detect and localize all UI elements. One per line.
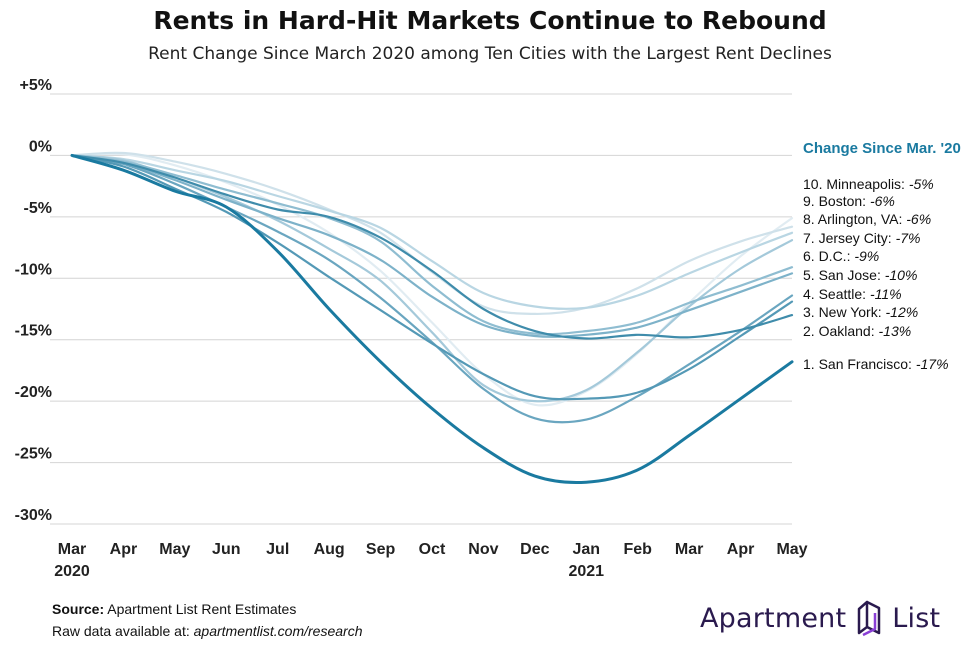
- legend-entry: 2. Oakland: -13%: [803, 323, 911, 339]
- legend-entry: 10. Minneapolis: -5%: [803, 176, 934, 192]
- y-tick-label: -15%: [15, 323, 52, 340]
- x-tick-label: Aug: [314, 541, 345, 558]
- raw-data-link[interactable]: apartmentlist.com/research: [193, 623, 363, 639]
- source-label: Source:: [52, 601, 105, 617]
- source-text: Apartment List Rent Estimates: [104, 601, 297, 617]
- x-tick-label: Mar: [58, 541, 86, 558]
- y-tick-label: -20%: [15, 384, 52, 401]
- logo-word-apartment: Apartment: [700, 602, 847, 634]
- raw-data-note: Raw data available at: apartmentlist.com…: [52, 623, 362, 639]
- y-tick-label: -10%: [15, 261, 52, 278]
- series-line-minneapolis: [70, 152, 794, 407]
- x-tick-label: May: [159, 541, 190, 558]
- series-line-arlington-va: [70, 154, 794, 310]
- x-tick-label: Mar: [675, 541, 703, 558]
- y-axis-ticks: +5% 0% -5% -10% -15% -20% -25% -30%: [15, 77, 52, 524]
- x-tick-label: Jul: [266, 541, 289, 558]
- x-tick-label: Jun: [212, 541, 240, 558]
- source-note: Source: Apartment List Rent Estimates: [52, 601, 296, 617]
- y-tick-label: -25%: [15, 446, 52, 463]
- x-tick-label: Apr: [110, 541, 138, 558]
- x-tick-label: Sep: [366, 541, 396, 558]
- building-logo-icon: [858, 600, 881, 637]
- chart-subtitle: Rent Change Since March 2020 among Ten C…: [148, 44, 832, 64]
- y-tick-label: -30%: [15, 507, 52, 524]
- legend-title: Change Since Mar. '20: [803, 140, 961, 157]
- x-tick-label: Oct: [419, 541, 446, 558]
- series-lines: [70, 151, 794, 485]
- x-tick-label: Jan: [572, 541, 600, 558]
- legend-entry: 4. Seattle: -11%: [803, 286, 902, 302]
- x-tick-label: May: [776, 541, 807, 558]
- y-tick-label: +5%: [20, 77, 52, 94]
- raw-data-label: Raw data available at:: [52, 623, 194, 639]
- legend-entry: 9. Boston: -6%: [803, 193, 895, 209]
- legend-entry: 1. San Francisco: -17%: [803, 356, 949, 372]
- series-line-d-c: [70, 154, 794, 336]
- y-tick-label: 0%: [29, 138, 52, 155]
- x-tick-label: Dec: [520, 541, 549, 558]
- series-line-oakland: [70, 154, 794, 340]
- legend-entry: 6. D.C.: -9%: [803, 248, 879, 264]
- x-year-label: 2021: [568, 563, 604, 580]
- legend-entry: 3. New York: -12%: [803, 304, 918, 320]
- y-tick-label: -5%: [24, 200, 52, 217]
- x-tick-label: Nov: [468, 541, 498, 558]
- x-year-label: 2020: [54, 563, 90, 580]
- x-tick-label: Apr: [727, 541, 755, 558]
- line-chart: +5% 0% -5% -10% -15% -20% -25% -30% Mar Apr May Ju…: [15, 77, 961, 580]
- legend-entry: 7. Jersey City: -7%: [803, 230, 921, 246]
- chart-title: Rents in Hard-Hit Markets Continue to Re…: [153, 6, 827, 35]
- series-line-san-jose: [70, 154, 794, 338]
- logo-word-list: List: [892, 602, 941, 634]
- x-axis-ticks: Mar Apr May Jun Jul Aug Sep Oct Nov Dec Jan Feb Mar A…: [54, 541, 807, 580]
- legend-entry: 5. San Jose: -10%: [803, 267, 917, 283]
- series-line-seattle: [70, 154, 794, 424]
- grid-lines: [50, 93, 792, 525]
- apartment-list-logo: Apartment List: [700, 598, 940, 638]
- legend-entry: 8. Arlington, VA: -6%: [803, 211, 931, 227]
- series-line-san-francisco: [70, 153, 794, 485]
- x-tick-label: Feb: [623, 541, 652, 558]
- legend: Change Since Mar. '20 10. Minneapolis: -5…: [803, 140, 961, 372]
